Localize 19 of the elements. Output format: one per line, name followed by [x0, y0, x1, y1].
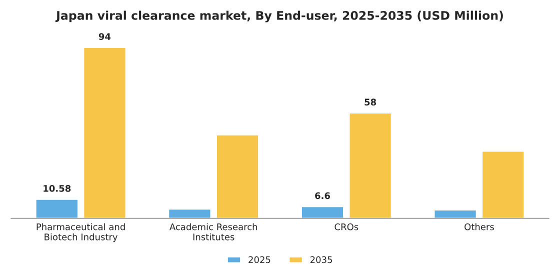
bar: [481, 150, 526, 218]
legend-label: 2025: [248, 256, 270, 264]
bar: [433, 209, 478, 218]
data-label: 10.58: [44, 185, 71, 192]
data-label: 6.6: [315, 192, 330, 200]
bar: [216, 134, 260, 218]
data-label: 58: [364, 98, 376, 106]
bar: [300, 206, 344, 218]
x-tick-label: Others: [464, 223, 494, 230]
data-label: 94: [98, 33, 111, 40]
x-tick-label: Pharmaceutical and Biotech Industry: [36, 223, 125, 242]
bar: [34, 198, 79, 218]
x-tick-label: Academic Research Institutes: [170, 223, 257, 240]
legend-label: 2035: [310, 256, 332, 264]
bar: [348, 112, 392, 218]
chart-title: Japan viral clearance market, By End-user, 2025-2035 (USD Million): [55, 10, 503, 22]
bar: [168, 208, 212, 218]
x-tick-label: CROs: [334, 223, 358, 230]
bar: [82, 46, 127, 218]
